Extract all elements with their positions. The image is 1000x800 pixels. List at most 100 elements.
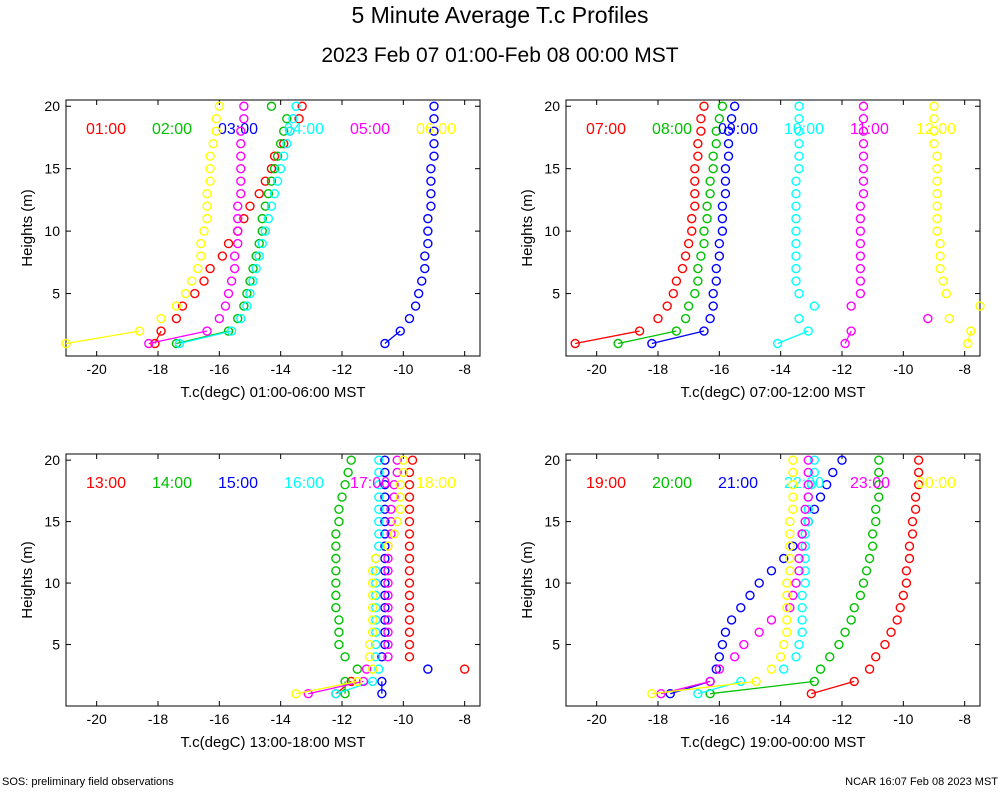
data-point: [371, 553, 381, 564]
data-point: [398, 467, 409, 478]
data-point: [828, 467, 838, 478]
legend-entry: 08:00: [652, 121, 692, 138]
data-point: [935, 251, 945, 261]
series-line-segment: [651, 680, 757, 695]
data-point: [791, 238, 801, 249]
data-point: [398, 455, 409, 465]
data-point: [705, 676, 715, 687]
data-point: [932, 176, 942, 186]
data-point: [929, 126, 939, 136]
data-point: [269, 151, 280, 161]
data-point: [279, 126, 289, 136]
data-point: [855, 226, 866, 236]
data-point: [907, 516, 918, 527]
data-point: [858, 151, 869, 161]
data-point: [459, 664, 470, 674]
series-1200: [929, 101, 985, 349]
data-point: [904, 553, 915, 564]
data-point: [389, 492, 399, 502]
series-0400: [174, 101, 301, 349]
data-point: [254, 188, 264, 199]
data-point: [963, 338, 973, 349]
data-point: [736, 676, 746, 687]
data-point: [791, 251, 801, 261]
data-point: [782, 615, 792, 625]
data-point: [788, 455, 798, 465]
data-point: [929, 139, 939, 149]
x-tick-label: -18: [648, 711, 668, 727]
data-point: [803, 455, 813, 465]
data-point: [858, 139, 869, 149]
legend-entry: 00:00: [916, 475, 956, 492]
data-point: [352, 664, 363, 674]
data-point: [395, 492, 405, 502]
data-point: [404, 627, 415, 637]
data-point: [288, 114, 298, 124]
data-point: [404, 480, 415, 490]
data-point: [723, 139, 734, 149]
data-point: [220, 301, 231, 311]
data-point: [797, 602, 807, 613]
data-point: [791, 201, 801, 211]
data-point: [374, 504, 384, 515]
data-point: [705, 188, 715, 199]
y-axis-label: Heights (m): [519, 189, 536, 267]
data-point: [404, 566, 415, 576]
data-point: [855, 288, 866, 299]
legend-entry: 01:00: [86, 121, 126, 138]
data-point: [380, 553, 390, 564]
data-point: [720, 627, 731, 637]
data-point: [386, 504, 396, 515]
data-point: [901, 566, 912, 576]
data-point: [380, 602, 390, 613]
data-point: [187, 276, 197, 286]
data-point: [291, 689, 301, 699]
data-point: [705, 313, 715, 324]
data-point: [242, 288, 252, 299]
data-point: [874, 455, 884, 465]
data-point: [429, 151, 439, 161]
data-point: [800, 529, 810, 539]
data-point: [714, 251, 725, 261]
data-point: [297, 101, 307, 111]
data-point: [223, 326, 234, 336]
legend-entry: 21:00: [718, 475, 758, 492]
legend-entry: 07:00: [586, 121, 626, 138]
data-point: [426, 188, 436, 199]
data-point: [800, 504, 810, 515]
data-point: [788, 480, 798, 490]
data-point: [910, 504, 921, 515]
series-line-segment: [65, 330, 140, 345]
data-point: [223, 238, 234, 249]
data-point: [404, 467, 415, 478]
x-tick-label: -8: [958, 711, 971, 727]
data-point: [944, 313, 955, 324]
legend-entry: 09:00: [718, 121, 758, 138]
data-point: [711, 263, 721, 274]
data-point: [932, 163, 942, 174]
legend-entry: 16:00: [284, 475, 324, 492]
data-point: [846, 326, 856, 336]
series-line-segment: [295, 680, 358, 695]
data-point: [367, 578, 378, 588]
data-point: [395, 326, 405, 336]
data-point: [800, 516, 810, 527]
data-point: [729, 101, 740, 111]
data-point: [938, 276, 948, 286]
data-point: [782, 602, 792, 613]
data-point: [420, 251, 430, 261]
data-point: [334, 516, 344, 527]
data-point: [864, 664, 875, 674]
chart-panel-1: -20 -18 -16 -14 -12 -10 -8 5 10 15 20 T.c(degC) 01:…: [19, 98, 481, 401]
x-tick-label: -12: [332, 711, 352, 727]
data-point: [858, 101, 869, 111]
series-1400: [331, 455, 363, 699]
data-point: [834, 639, 844, 650]
data-point: [392, 455, 402, 465]
data-point: [693, 151, 703, 161]
data-point: [294, 114, 304, 124]
series-0000: [647, 455, 798, 699]
data-point: [935, 238, 945, 249]
data-point: [266, 176, 277, 186]
data-point: [966, 326, 976, 336]
